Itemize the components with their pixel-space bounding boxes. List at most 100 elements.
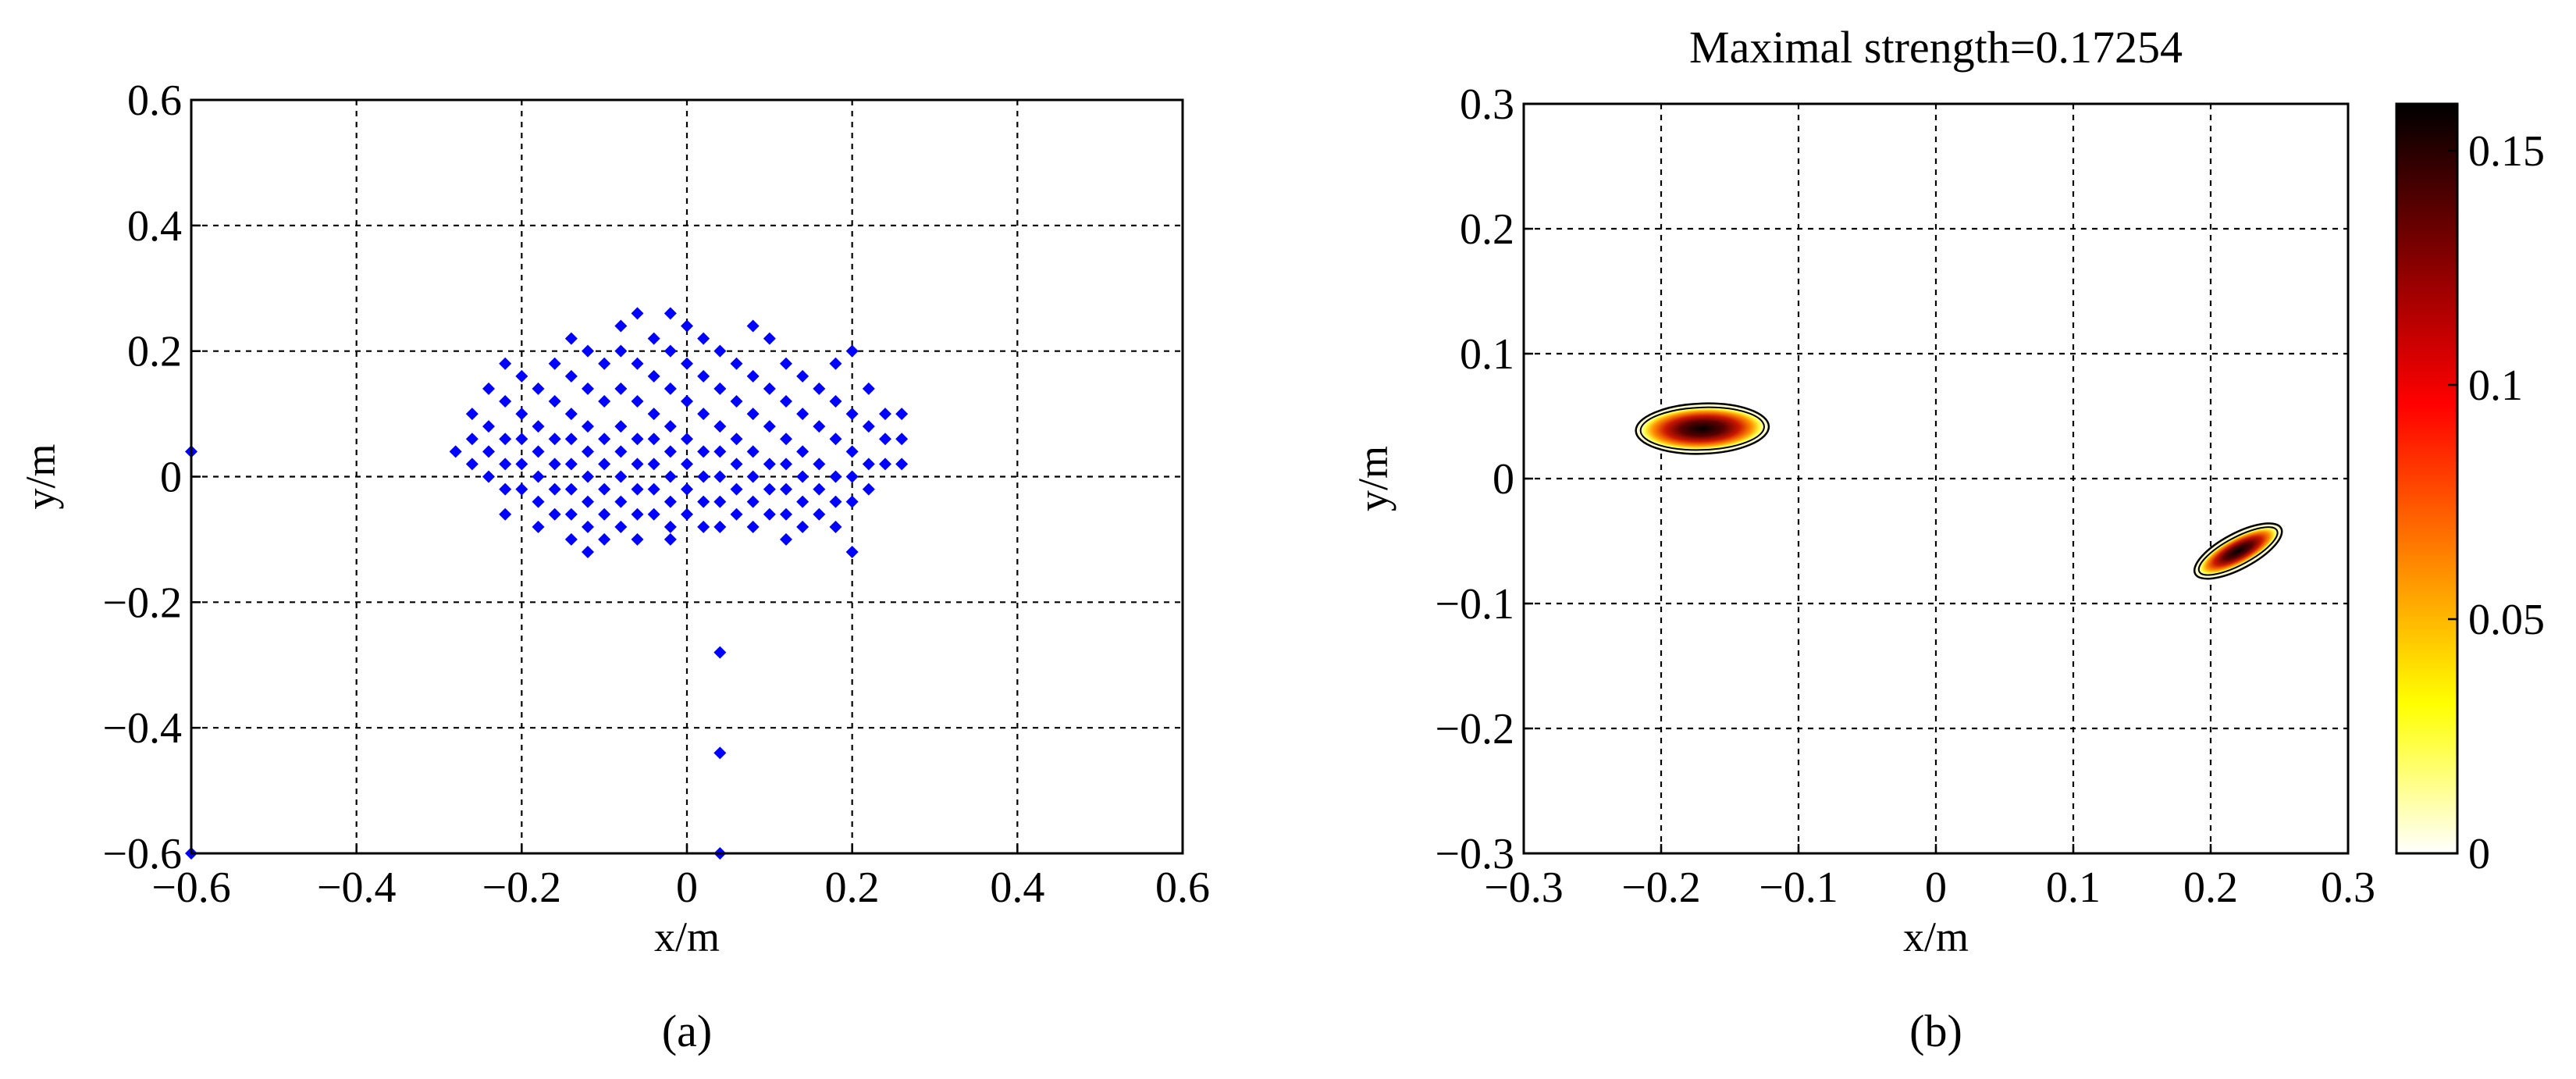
scatter-point [796,470,809,483]
scatter-point [515,483,528,496]
scatter-point [730,395,743,408]
scatter-point [664,445,677,458]
scatter-point [730,458,743,471]
scatter-point [499,507,512,521]
scatter-point [681,433,693,446]
a-x-tick-label: −0.6 [151,864,231,912]
panel-b-y-axis-label: y/m [1350,446,1397,511]
a-y-tick-label: 0 [160,454,182,502]
scatter-point [862,420,875,433]
scatter-point [681,458,693,471]
a-y-tick-label: −0.2 [102,579,182,627]
scatter-point [746,470,760,483]
scatter-point [763,382,776,395]
panel-b-y-ticks: −0.3 −0.2 −0.1 0 0.1 0.2 0.3 [1435,80,1533,878]
colorbar-tick-label: 0 [2468,830,2490,878]
scatter-point [664,495,677,508]
scatter-point [598,458,611,471]
scatter-point [879,433,891,446]
scatter-point [482,445,495,458]
scatter-point [515,408,528,421]
scatter-point [482,382,495,395]
scatter-point [465,408,479,421]
scatter-point [598,532,611,546]
scatter-point [532,520,545,533]
panel-a-caption: (a) [662,1006,712,1056]
scatter-point [813,458,826,471]
scatter-point [713,420,727,433]
scatter-point [697,470,710,483]
source-2-core [2197,526,2279,576]
scatter-point [548,395,561,408]
scatter-point [631,357,644,370]
scatter-point [564,507,578,521]
a-y-tick-label: 0.4 [127,202,182,251]
scatter-point [746,445,760,458]
scatter-point [845,470,859,483]
scatter-point [647,408,660,421]
scatter-point [631,507,644,521]
scatter-point [780,458,792,471]
scatter-point [532,445,545,458]
scatter-point [548,458,561,471]
a-y-tick-label: 0.6 [127,77,182,125]
scatter-point [829,470,842,483]
scatter-point [664,307,677,320]
scatter-point [730,433,743,446]
panel-b-x-axis-label: x/m [1903,913,1969,960]
b-y-tick-label: 0 [1493,455,1514,504]
scatter-point [631,532,644,546]
scatter-point [829,495,842,508]
scatter-point [730,357,743,370]
scatter-point [647,483,660,496]
scatter-point [763,483,776,496]
scatter-point [796,520,809,533]
scatter-point [713,344,727,358]
b-x-tick-label: −0.2 [1621,864,1701,912]
scatter-point [631,458,644,471]
colorbar [2395,102,2459,855]
panel-b-x-ticks: −0.3 −0.2 −0.1 0 0.1 0.2 0.3 [1484,844,2375,912]
scatter-point [532,495,545,508]
colorbar-tick-label: 0.1 [2468,361,2523,410]
scatter-point [499,458,512,471]
a-x-tick-label: 0.2 [825,864,880,912]
scatter-point [895,458,909,471]
scatter-point [515,433,528,446]
scatter-point [780,433,792,446]
b-y-tick-label: −0.1 [1435,580,1514,629]
scatter-point [499,357,512,370]
scatter-point [515,369,528,383]
scatter-point [465,433,479,446]
scatter-point [713,495,727,508]
scatter-point [532,382,545,395]
scatter-point [713,445,727,458]
b-x-tick-label: 0.3 [2321,864,2375,912]
scatter-point [532,470,545,483]
b-x-tick-label: 0.1 [2046,864,2101,912]
scatter-point [763,332,776,345]
scatter-point [598,507,611,521]
scatter-point [697,332,710,345]
scatter-point [564,433,578,446]
a-x-tick-label: −0.2 [482,864,562,912]
scatter-point [631,307,644,320]
scatter-point [845,495,859,508]
scatter-point [647,332,660,345]
scatter-point [829,395,842,408]
scatter-point [582,520,594,533]
colorbar-tick-label: 0.05 [2468,596,2545,644]
scatter-point [582,470,594,483]
b-y-tick-label: −0.2 [1435,705,1514,753]
scatter-point [796,445,809,458]
scatter-point [746,319,760,333]
scatter-point [845,344,859,358]
scatter-point [631,433,644,446]
panel-a-scatter: −0.6 −0.4 −0.2 0 0.2 0.4 0.6 −0.6 −0.4 −0.2 0 0.2 0… [17,77,1210,1056]
scatter-point [862,458,875,471]
panel-b-sources [1635,402,2283,580]
scatter-point [697,495,710,508]
scatter-point [730,507,743,521]
scatter-point [780,532,792,546]
b-x-tick-label: −0.3 [1484,864,1564,912]
